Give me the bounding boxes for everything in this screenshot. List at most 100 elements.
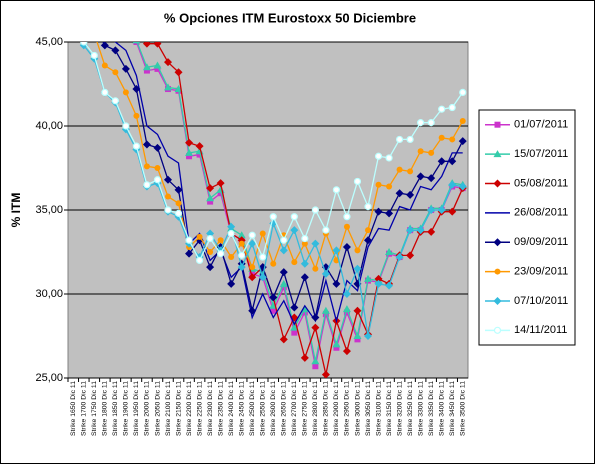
- data-point: [427, 174, 436, 183]
- data-point: [374, 274, 383, 283]
- x-tick-label: Strike 2000 Dic 11: [144, 381, 151, 436]
- data-point: [354, 247, 361, 254]
- data-point: [185, 138, 194, 147]
- data-point: [153, 176, 162, 184]
- x-tick-label: Strike 1700 Dic 11: [81, 381, 88, 436]
- legend-marker: [494, 121, 501, 128]
- data-point: [227, 229, 235, 238]
- data-point: [311, 323, 320, 332]
- data-point: [395, 253, 404, 262]
- data-point: [353, 264, 362, 273]
- data-point: [195, 256, 204, 264]
- data-point: [407, 168, 414, 175]
- legend-label: 05/08/2011: [514, 177, 568, 189]
- data-point: [438, 134, 445, 141]
- data-point: [386, 183, 393, 190]
- data-point: [406, 226, 415, 235]
- data-point: [185, 249, 194, 258]
- data-point: [449, 136, 456, 143]
- data-point: [175, 200, 182, 207]
- data-point: [270, 307, 277, 314]
- data-point: [216, 179, 225, 188]
- legend-marker: [493, 150, 502, 158]
- data-point: [217, 190, 224, 197]
- data-point: [365, 227, 371, 234]
- data-point: [437, 206, 446, 214]
- x-tick-label: Strike 3300 Dic 11: [417, 381, 424, 436]
- data-point: [174, 85, 183, 93]
- x-tick-label: Strike 2650 Dic 11: [281, 381, 288, 436]
- x-tick-label: Strike 3100 Dic 11: [375, 381, 382, 436]
- legend-label: 01/07/2011: [514, 119, 568, 131]
- data-point: [427, 206, 436, 214]
- data-point: [395, 135, 404, 144]
- x-tick-label: Strike 2400 Dic 11: [228, 381, 235, 436]
- data-point: [259, 253, 267, 261]
- data-point: [290, 303, 299, 312]
- data-point: [164, 58, 172, 67]
- data-point: [290, 226, 299, 235]
- x-tick-label: Strike 3200 Dic 11: [396, 381, 403, 436]
- x-tick-label: Strike 2300 Dic 11: [207, 381, 214, 436]
- data-point: [364, 274, 372, 282]
- x-tick-label: Strike 1800 Dic 11: [102, 381, 109, 436]
- data-point: [269, 293, 278, 302]
- legend-marker: [493, 179, 502, 188]
- data-point: [448, 103, 456, 112]
- x-tick-label: Strike 2100 Dic 11: [165, 381, 172, 436]
- data-point: [385, 281, 394, 290]
- x-tick-label: Strike 1850 Dic 11: [112, 381, 119, 436]
- x-tick-label: Strike 2900 Dic 11: [333, 381, 340, 436]
- data-point: [248, 239, 257, 248]
- data-point: [227, 222, 236, 231]
- data-point: [332, 279, 341, 288]
- data-point: [142, 140, 151, 149]
- data-point: [374, 279, 383, 288]
- data-point: [438, 105, 446, 113]
- y-tick-label: 40,00: [35, 120, 63, 132]
- data-point: [206, 263, 215, 272]
- data-point: [101, 62, 108, 69]
- x-tick-label: Strike 2950 Dic 11: [344, 381, 351, 436]
- x-tick-label: Strike 1750 Dic 11: [91, 381, 98, 436]
- data-point: [290, 213, 298, 221]
- data-point: [311, 313, 320, 322]
- x-tick-label: Strike 2750 Dic 11: [302, 381, 309, 436]
- data-point: [280, 236, 288, 244]
- data-point: [142, 63, 151, 71]
- x-tick-label: Strike 3000 Dic 11: [354, 381, 361, 436]
- data-point: [417, 119, 425, 127]
- data-point: [374, 152, 383, 160]
- data-point: [227, 279, 236, 288]
- data-point: [322, 226, 330, 234]
- data-point: [364, 236, 372, 245]
- data-point: [395, 189, 404, 198]
- data-point: [90, 51, 98, 60]
- x-tick-label: Strike 2800 Dic 11: [312, 381, 319, 436]
- data-point: [458, 137, 467, 146]
- data-point: [343, 309, 350, 316]
- data-point: [353, 332, 362, 339]
- data-point: [312, 265, 319, 272]
- data-point: [228, 254, 235, 261]
- data-point: [321, 269, 330, 278]
- legend-marker: [494, 268, 501, 275]
- data-point: [417, 148, 424, 155]
- x-tick-label: Strike 2450 Dic 11: [238, 381, 245, 436]
- data-point: [291, 329, 298, 336]
- data-point: [143, 163, 150, 170]
- data-point: [279, 268, 288, 277]
- data-point: [427, 119, 435, 127]
- data-point: [122, 122, 130, 130]
- x-tick-label: Strike 2250 Dic 11: [196, 381, 203, 436]
- data-point: [353, 306, 362, 315]
- y-tick-label: 25,00: [35, 372, 63, 384]
- data-point: [300, 353, 309, 362]
- data-point: [342, 290, 351, 298]
- data-point: [206, 184, 215, 193]
- x-tick-label: Strike 3250 Dic 11: [407, 381, 414, 436]
- data-point: [311, 239, 320, 248]
- data-point: [354, 336, 361, 343]
- data-point: [207, 198, 214, 205]
